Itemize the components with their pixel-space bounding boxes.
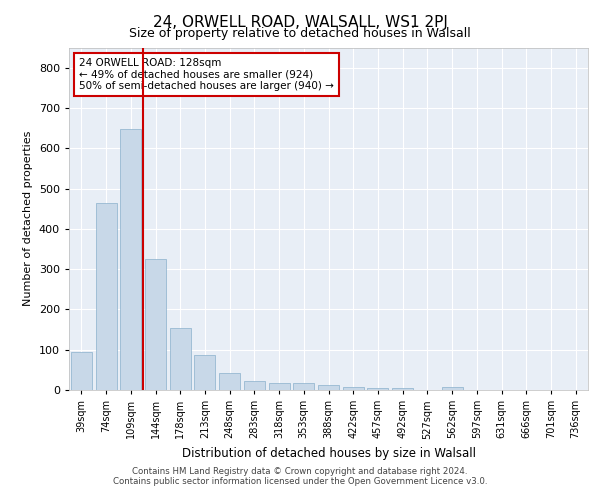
Bar [71,352,92,390]
Text: Size of property relative to detached houses in Walsall: Size of property relative to detached ho… [129,28,471,40]
Bar [293,382,314,390]
Bar [269,382,290,390]
X-axis label: Distribution of detached houses by size in Walsall: Distribution of detached houses by size … [182,447,476,460]
Bar [442,387,463,390]
Bar [367,388,388,390]
Bar [95,202,116,390]
Bar [170,328,191,390]
Bar [194,354,215,390]
Bar [120,129,141,390]
Bar [318,385,339,390]
Bar [343,387,364,390]
Text: 24 ORWELL ROAD: 128sqm
← 49% of detached houses are smaller (924)
50% of semi-de: 24 ORWELL ROAD: 128sqm ← 49% of detached… [79,58,334,91]
Y-axis label: Number of detached properties: Number of detached properties [23,131,33,306]
Bar [244,381,265,390]
Bar [392,388,413,390]
Bar [145,259,166,390]
Text: Contains HM Land Registry data © Crown copyright and database right 2024.: Contains HM Land Registry data © Crown c… [132,467,468,476]
Bar [219,373,240,390]
Text: 24, ORWELL ROAD, WALSALL, WS1 2PJ: 24, ORWELL ROAD, WALSALL, WS1 2PJ [152,15,448,30]
Text: Contains public sector information licensed under the Open Government Licence v3: Contains public sector information licen… [113,477,487,486]
